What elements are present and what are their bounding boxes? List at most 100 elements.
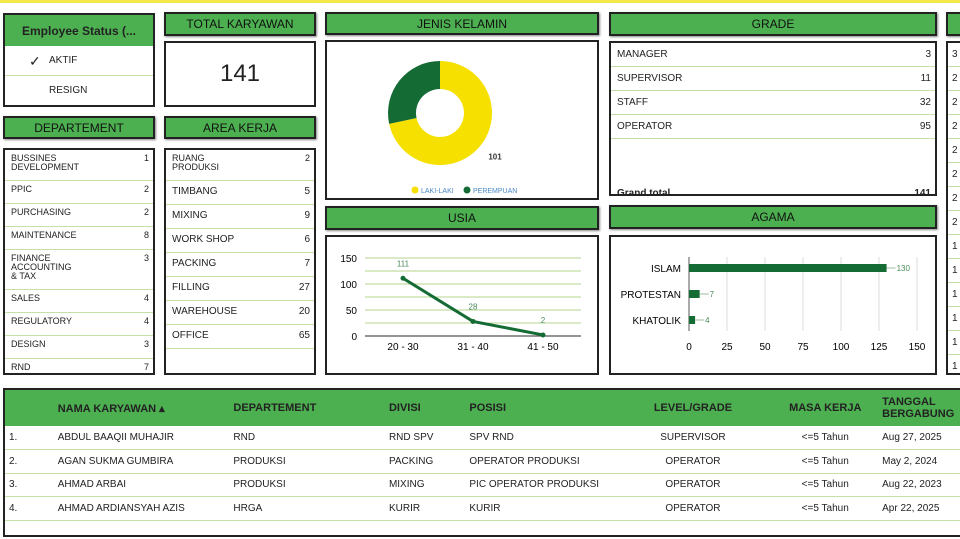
- list-item[interactable]: MAINTENANCE 8: [5, 227, 153, 250]
- table-row[interactable]: 2. AGAN SUKMA GUMBIRA PRODUKSI PACKING OPERA…: [5, 449, 960, 474]
- list-item[interactable]: WAREHOUSE 20: [166, 301, 314, 325]
- bar-protestan[interactable]: [689, 290, 700, 298]
- employee-status-filter[interactable]: Employee Status (... ✓ AKTIF RESIGN: [3, 13, 155, 107]
- bar-islam[interactable]: [689, 264, 887, 272]
- table-cell: PACKING: [384, 449, 466, 474]
- table-row[interactable]: 4. AHMAD ARDIANSYAH AZIS HRGA KURIR KURIR OPE…: [5, 496, 960, 521]
- data-point[interactable]: [470, 318, 476, 324]
- x-tick-label: 20 - 30: [387, 342, 419, 353]
- grade-label: OPERATOR: [617, 121, 673, 132]
- list-item[interactable]: FILLING 27: [166, 277, 314, 301]
- x-tick-label: 150: [909, 342, 926, 353]
- list-item[interactable]: PPIC 2: [5, 181, 153, 204]
- item-label: MAINTENANCE: [11, 230, 77, 240]
- list-item: 1: [948, 283, 960, 307]
- legend-marker: [411, 186, 419, 194]
- list-item[interactable]: RND 7: [5, 359, 153, 373]
- column-header[interactable]: [5, 390, 54, 426]
- item-value: 9: [304, 210, 310, 221]
- list-item[interactable]: OFFICE 65: [166, 325, 314, 349]
- total-scorecard: 141: [164, 41, 316, 107]
- table-cell: 1.: [5, 426, 54, 450]
- column-header[interactable]: NAMA KARYAWAN ▴: [53, 390, 230, 426]
- column-header[interactable]: MASA KERJA: [772, 390, 879, 426]
- grade-label: MANAGER: [617, 49, 668, 60]
- pie-slice-perempuan[interactable]: [388, 61, 440, 124]
- gender-chart: 101 40 LAKI-LAKI PEREMPUAN: [325, 40, 599, 200]
- table-cell: KURIR: [384, 496, 466, 521]
- item-label: REGULATORY: [11, 316, 73, 326]
- item-value: 3: [143, 253, 149, 263]
- list-item: 3: [948, 43, 960, 67]
- table-cell: ABDUL BAAQII MUHAJIR: [53, 426, 230, 450]
- filter-title: Employee Status (...: [5, 15, 153, 46]
- total-header: TOTAL KARYAWAN: [164, 12, 316, 36]
- table-row[interactable]: 1. ABDUL BAAQII MUHAJIR RND RND SPV SPV RND S…: [5, 426, 960, 450]
- check-icon: ✓: [29, 53, 41, 69]
- list-item[interactable]: MIXING 9: [166, 205, 314, 229]
- item-label: TIMBANG: [172, 186, 218, 197]
- column-header[interactable]: LEVEL/GRADE: [613, 390, 773, 426]
- table-row[interactable]: 3. AHMAD ARBAI PRODUKSI MIXING PIC OPERATOR …: [5, 473, 960, 497]
- list-item[interactable]: RUANG PRODUKSI 2: [166, 150, 314, 181]
- table-cell: AGAN SUKMA GUMBIRA: [53, 449, 230, 474]
- grade-value: 11: [920, 73, 931, 84]
- item-label: FILLING: [172, 282, 210, 293]
- table-cell: OPERATOR: [613, 496, 773, 521]
- list-item: 2: [948, 67, 960, 91]
- column-header[interactable]: POSISI: [465, 390, 614, 426]
- pie-slice-laki-laki[interactable]: [389, 61, 492, 165]
- filter-option-aktif[interactable]: ✓ AKTIF: [5, 46, 153, 76]
- grade-row: STAFF 32: [611, 91, 935, 115]
- table-cell: SPV RND: [465, 426, 614, 450]
- data-point[interactable]: [400, 275, 406, 281]
- departement-list: BUSSINES DEVELOPMENT 1 PPIC 2 PURCHASING 2 MAI…: [3, 148, 155, 375]
- list-item[interactable]: PACKING 7: [166, 253, 314, 277]
- list-item[interactable]: WORK SHOP 6: [166, 229, 314, 253]
- grade-label: STAFF: [617, 97, 648, 108]
- grade-row: MANAGER 3: [611, 43, 935, 67]
- agama-header: AGAMA: [609, 205, 937, 229]
- data-label: 7: [710, 290, 715, 299]
- item-value: 6: [304, 234, 310, 245]
- list-item[interactable]: PURCHASING 2: [5, 204, 153, 227]
- departement-header: DEPARTEMENT: [3, 116, 155, 139]
- grand-total-value: 141: [914, 187, 931, 196]
- list-item[interactable]: FINANCE ACCOUNTING & TAX 3: [5, 250, 153, 290]
- list-item[interactable]: TIMBANG 5: [166, 181, 314, 205]
- x-tick-label: 25: [721, 342, 733, 353]
- column-header[interactable]: DIVISI: [384, 390, 466, 426]
- right-panel-header: [946, 12, 960, 36]
- table-cell: Aug 27, 2025: [878, 426, 960, 450]
- item-label: BUSSINES DEVELOPMENT: [11, 153, 80, 172]
- column-header[interactable]: TANGGAL BERGABUNG: [878, 390, 960, 426]
- data-point[interactable]: [540, 332, 546, 338]
- list-item[interactable]: SALES 4: [5, 290, 153, 313]
- grand-total-label: Grand total: [617, 187, 671, 196]
- y-tick-label: KHATOLIK: [632, 316, 681, 327]
- table-cell: Apr 22, 2025: [878, 496, 960, 521]
- filter-option-resign[interactable]: RESIGN: [5, 76, 153, 105]
- y-tick-label: 150: [340, 254, 357, 265]
- table-cell: Aug 22, 2023: [878, 473, 960, 497]
- table-cell: 2.: [5, 449, 54, 474]
- data-label: 4: [705, 316, 710, 325]
- grade-table: MANAGER 3 SUPERVISOR 11 STAFF 32 OPERATOR 95 Gra…: [609, 41, 937, 196]
- list-item: 1: [948, 355, 960, 373]
- list-item: 2: [948, 163, 960, 187]
- table-cell: OPERATOR: [613, 473, 773, 497]
- item-value: 2: [304, 153, 310, 163]
- column-header[interactable]: DEPARTEMENT: [229, 390, 385, 426]
- top-accent-line: [0, 0, 960, 3]
- item-label: DESIGN: [11, 339, 46, 349]
- list-item[interactable]: BUSSINES DEVELOPMENT 1: [5, 150, 153, 181]
- list-item[interactable]: DESIGN 3: [5, 336, 153, 359]
- data-label: 28: [469, 302, 478, 311]
- pie-data-label: 40: [389, 56, 398, 65]
- item-value: 2: [143, 207, 149, 217]
- bar-khatolik[interactable]: [689, 316, 696, 324]
- item-value: 7: [304, 258, 310, 269]
- list-item[interactable]: REGULATORY 4: [5, 313, 153, 336]
- pie-data-label: 101: [488, 152, 502, 161]
- table-cell: RND SPV: [384, 426, 466, 450]
